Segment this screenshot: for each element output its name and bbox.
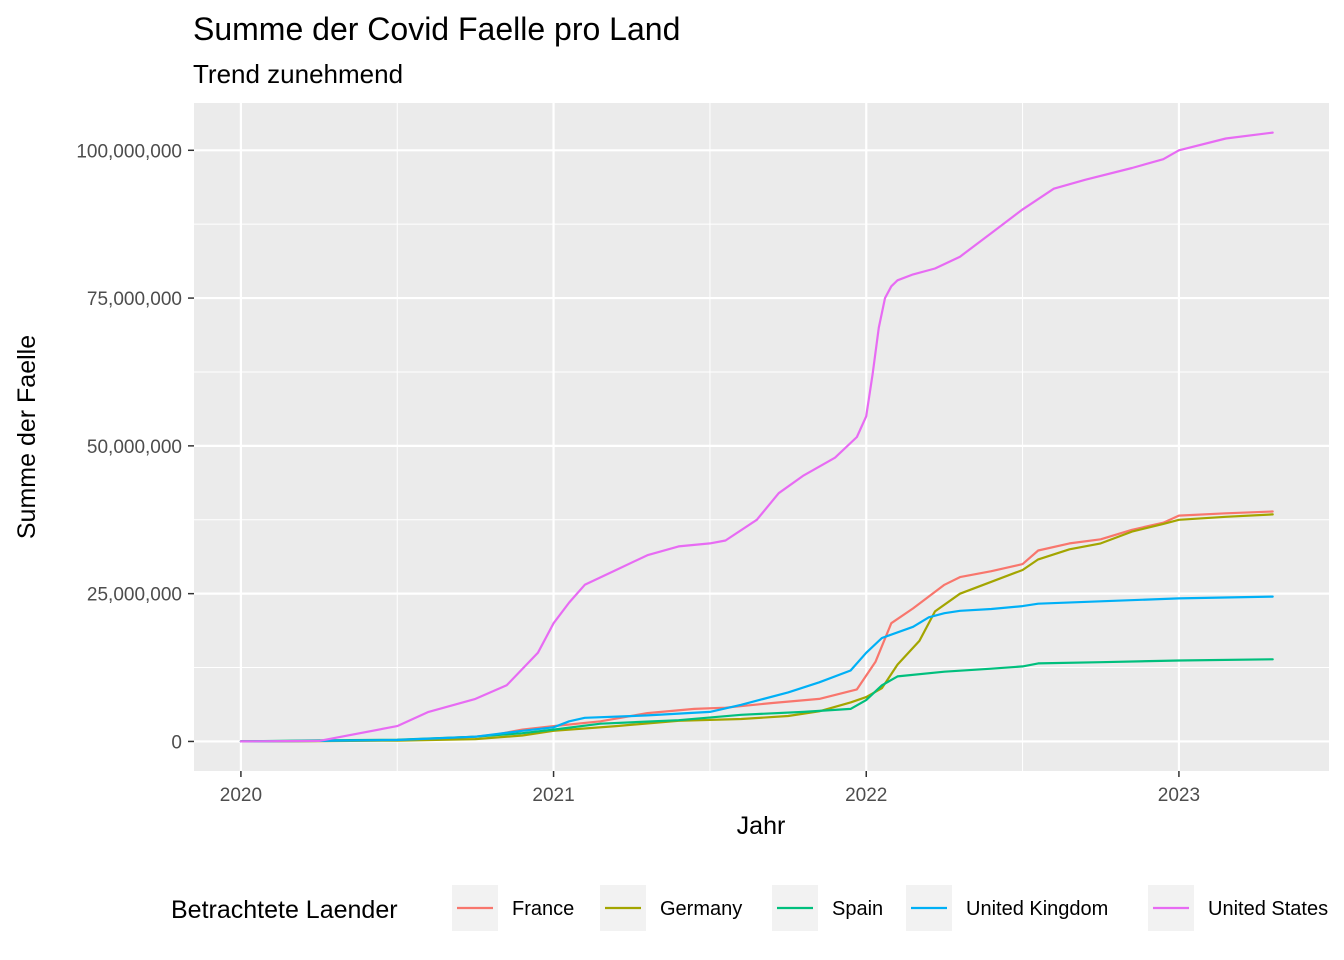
legend: Betrachtete Laender France Germany Spain Un… xyxy=(171,885,1328,931)
legend-label-france: France xyxy=(512,898,574,920)
y-tick-label: 25,000,000 xyxy=(87,585,182,606)
y-tick-label: 50,000,000 xyxy=(87,437,182,458)
legend-label-united-kingdom: United Kingdom xyxy=(966,898,1108,920)
y-axis-title: Summe der Faelle xyxy=(13,335,41,539)
plot-panel xyxy=(194,103,1329,771)
y-tick-label: 0 xyxy=(171,732,182,753)
y-tick-label: 100,000,000 xyxy=(76,141,182,162)
x-axis-title: Jahr xyxy=(737,812,786,840)
x-tick-label: 2020 xyxy=(220,785,262,806)
x-tick-label: 2023 xyxy=(1158,785,1200,806)
x-tick-label: 2022 xyxy=(845,785,887,806)
legend-label-germany: Germany xyxy=(660,898,742,920)
legend-label-spain: Spain xyxy=(832,898,883,920)
chart-title: Summe der Covid Faelle pro Land xyxy=(193,11,680,47)
legend-label-united-states: United States xyxy=(1208,898,1328,920)
legend-title: Betrachtete Laender xyxy=(171,896,398,924)
y-tick-label: 75,000,000 xyxy=(87,289,182,310)
chart-subtitle: Trend zunehmend xyxy=(193,59,403,89)
x-tick-label: 2021 xyxy=(532,785,574,806)
